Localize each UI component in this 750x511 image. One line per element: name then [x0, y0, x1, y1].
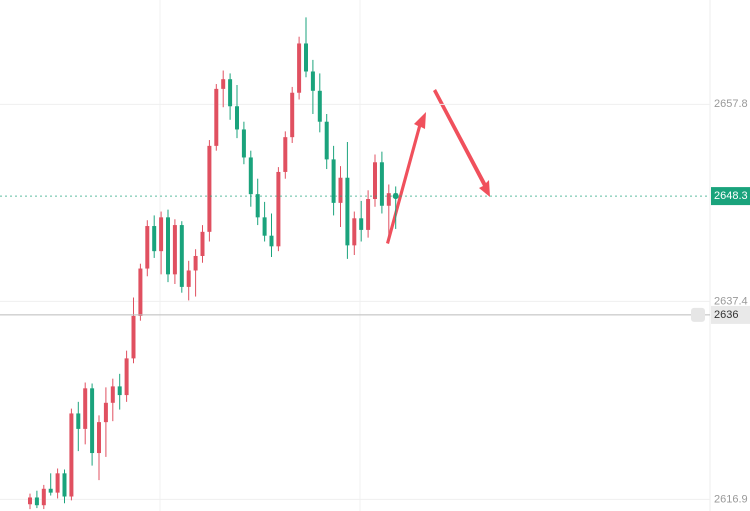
- candle-body: [269, 235, 274, 247]
- candle-body: [235, 106, 239, 130]
- candle-body: [310, 71, 315, 91]
- candle-body: [338, 177, 343, 203]
- candle-body: [48, 488, 53, 493]
- alert-box: [711, 305, 750, 324]
- y-tick-label: 2616.9: [714, 493, 748, 505]
- candle-body: [331, 159, 336, 203]
- candle-body: [283, 137, 288, 172]
- candle-body: [166, 217, 170, 275]
- candle-body: [152, 226, 157, 252]
- candle-body: [359, 218, 364, 230]
- candle-body: [34, 497, 39, 506]
- candle-body: [97, 422, 101, 454]
- candle-body: [297, 43, 302, 93]
- candle-body: [276, 171, 281, 247]
- candle-body: [317, 90, 322, 122]
- candle-body: [193, 255, 198, 271]
- alert-bell: [691, 307, 705, 322]
- last-price-label: 2648.3: [714, 190, 748, 202]
- alert-label: 2636: [714, 309, 738, 321]
- y-tick-label: 2657.8: [714, 98, 748, 110]
- candle-body: [145, 226, 150, 269]
- candle-body: [290, 92, 295, 138]
- y-tick-label: 2637.4: [714, 295, 748, 307]
- candle-body: [241, 129, 246, 158]
- candle-body: [159, 217, 164, 252]
- candle-body: [366, 198, 371, 230]
- candle-body: [172, 225, 177, 275]
- candle-body: [186, 270, 191, 287]
- candle-body: [352, 218, 357, 246]
- candle-body: [41, 488, 46, 506]
- candle-body: [304, 43, 308, 72]
- candle-body: [55, 473, 60, 493]
- candle-body: [324, 121, 329, 160]
- candle-body: [228, 79, 233, 107]
- candle-body: [76, 413, 81, 429]
- candle-body: [110, 386, 115, 403]
- last-price-dot: [392, 193, 399, 200]
- candle-body: [83, 388, 88, 429]
- candle-body: [28, 497, 32, 505]
- candle-body: [214, 88, 219, 146]
- candle-body: [124, 358, 129, 396]
- candle-body: [373, 162, 377, 199]
- candle-body: [255, 194, 260, 218]
- candle-body: [138, 268, 143, 316]
- candle-body: [200, 231, 205, 256]
- candle-body: [207, 145, 212, 232]
- candle-body: [379, 162, 384, 206]
- candle-body: [90, 388, 95, 454]
- candle-body: [179, 225, 184, 287]
- last-price-box: [711, 187, 750, 206]
- candle-body: [117, 386, 122, 396]
- candle-body: [131, 315, 136, 359]
- down-arrow: [433, 89, 490, 197]
- candle-body: [103, 402, 108, 423]
- candle-body: [62, 473, 67, 497]
- candle-body: [221, 79, 226, 89]
- candle-body: [386, 193, 391, 206]
- candle-body: [248, 157, 253, 195]
- candle-body: [262, 217, 267, 236]
- up-arrow: [386, 112, 426, 244]
- candle-body: [345, 177, 350, 246]
- candle-body: [69, 413, 74, 497]
